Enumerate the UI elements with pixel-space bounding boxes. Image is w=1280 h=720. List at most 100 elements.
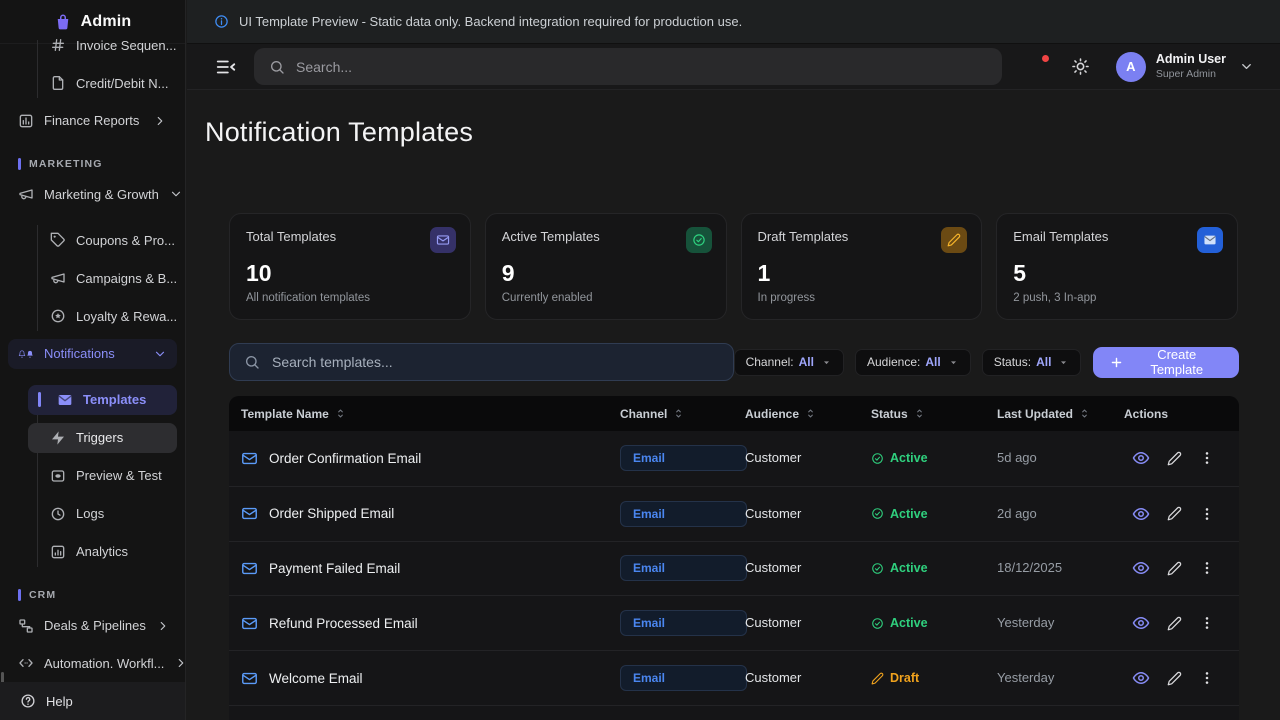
kebab-icon <box>1199 670 1215 686</box>
stat-card-subtext: Currently enabled <box>501 292 593 304</box>
notifications-button[interactable] <box>1027 54 1049 77</box>
sidebar-nav: Invoice Sequen... Credit/Debit N... Financ… <box>0 36 185 682</box>
status-label: Active <box>890 561 928 576</box>
sidebar-item-label: Automation. Workfl... <box>44 655 165 671</box>
view-button[interactable] <box>1132 559 1150 577</box>
sidebar-item-templates[interactable]: Templates <box>28 384 177 415</box>
last-updated-label: 2d ago <box>997 505 1037 521</box>
column-header-last-updated[interactable]: Last Updated <box>997 407 1124 421</box>
sidebar-item-automation-workfl[interactable]: Automation. Workfl... <box>8 648 184 678</box>
search-icon <box>269 59 285 75</box>
eye-icon <box>1132 559 1150 577</box>
chevron-down-icon <box>1239 59 1254 74</box>
edit-button[interactable] <box>1167 506 1182 521</box>
template-name-cell: Welcome Email <box>241 670 620 687</box>
stat-card-icon-chip <box>941 227 968 253</box>
more-actions-button[interactable] <box>1199 560 1215 576</box>
stat-card: Draft Templates 1 In progress <box>740 213 983 320</box>
stat-card-label: Draft Templates <box>757 229 849 244</box>
template-name: Order Shipped Email <box>269 506 395 522</box>
sidebar-subgroup: Invoice Sequen... Credit/Debit N... <box>28 36 177 102</box>
sidebar-section-header: MARKETING <box>8 157 177 170</box>
tag-icon <box>50 232 66 248</box>
banner-text: UI Template Preview - Static data only. … <box>239 14 743 29</box>
stat-card-label: Active Templates <box>501 229 600 244</box>
theme-toggle-button[interactable] <box>1071 57 1090 76</box>
kebab-icon <box>1199 615 1215 631</box>
column-header-audience[interactable]: Audience <box>745 407 871 421</box>
help-icon <box>20 693 36 709</box>
create-template-label: Create Template <box>1150 347 1204 377</box>
sidebar-item-coupons-pro[interactable]: Coupons & Pro... <box>28 225 177 255</box>
eye-icon <box>1132 614 1150 632</box>
global-search-input[interactable] <box>296 58 987 75</box>
sidebar-item-campaigns-b[interactable]: Campaigns & B... <box>28 263 177 293</box>
view-button[interactable] <box>1132 614 1150 632</box>
caret-down-icon <box>821 357 832 368</box>
sidebar-item-help[interactable]: Help <box>0 682 185 720</box>
column-header-channel[interactable]: Channel <box>620 407 745 421</box>
stat-card-subtext: In progress <box>757 292 816 304</box>
megaphone-icon <box>18 186 34 202</box>
table-row: Payment Failed Email Email Customer Active 1… <box>229 540 1239 596</box>
filter-chip-channel[interactable]: Channel: All <box>733 348 844 376</box>
page-title: Notification Templates <box>205 117 474 147</box>
user-menu[interactable]: A Admin User Super Admin <box>1115 51 1254 82</box>
more-actions-button[interactable] <box>1199 670 1215 686</box>
template-name: Order Confirmation Email <box>269 450 422 466</box>
pencil-icon <box>1167 451 1182 466</box>
more-actions-button[interactable] <box>1199 450 1215 466</box>
stat-card-value: 9 <box>501 260 515 286</box>
sidebar-collapse-button[interactable] <box>215 56 237 78</box>
template-name: Refund Processed Email <box>269 615 418 631</box>
sidebar-item-finance-reports[interactable]: Finance Reports <box>8 106 177 136</box>
last-updated-cell: 2d ago <box>997 505 1124 523</box>
global-search <box>254 48 1002 85</box>
edit-button[interactable] <box>1167 451 1182 466</box>
view-button[interactable] <box>1132 669 1150 687</box>
more-actions-button[interactable] <box>1199 615 1215 631</box>
chevron-down-icon <box>153 347 167 361</box>
template-search-input[interactable] <box>272 354 719 370</box>
filter-chip-audience[interactable]: Audience: All <box>854 348 971 376</box>
edit-button[interactable] <box>1167 616 1182 631</box>
info-icon <box>214 14 229 29</box>
column-header-status[interactable]: Status <box>871 407 997 421</box>
create-template-button[interactable]: Create Template <box>1093 346 1239 378</box>
stat-card-label: Email Templates <box>1013 229 1109 244</box>
column-header-template-name[interactable]: Template Name <box>241 407 620 421</box>
bell-icon <box>18 346 34 362</box>
status-badge: Active <box>871 451 997 465</box>
sidebar-item-deals-pipelines[interactable]: Deals & Pipelines <box>8 611 177 641</box>
stat-card-label: Total Templates <box>246 229 337 244</box>
table-row: Refund Processed Email Email Customer Activ… <box>229 595 1239 650</box>
sidebar-item-notifications[interactable]: Notifications <box>8 339 177 369</box>
app-logo[interactable]: Admin <box>0 0 185 44</box>
sidebar-item-preview-test[interactable]: Preview & Test <box>28 461 177 491</box>
sidebar-item-credit-debit-n[interactable]: Credit/Debit N... <box>28 68 177 98</box>
view-button[interactable] <box>1132 505 1150 523</box>
filter-value: All <box>925 355 941 369</box>
sidebar-item-invoice-sequen[interactable]: Invoice Sequen... <box>28 36 177 60</box>
sidebar-item-loyalty-rewa[interactable]: Loyalty & Rewa... <box>28 301 177 331</box>
channel-cell: Email <box>620 500 747 527</box>
channel-cell: Email <box>620 610 747 637</box>
sidebar-item-label: Preview & Test <box>76 468 162 484</box>
column-header-label: Status <box>871 406 908 421</box>
zap-icon <box>50 430 66 446</box>
edit-button[interactable] <box>1167 671 1182 686</box>
template-name-cell: Payment Failed Email <box>241 560 620 577</box>
more-actions-button[interactable] <box>1199 506 1215 522</box>
view-button[interactable] <box>1132 449 1150 467</box>
channel-badge-label: Email <box>633 561 666 576</box>
sidebar-item-logs[interactable]: Logs <box>28 499 177 529</box>
sidebar-item-triggers[interactable]: Triggers <box>28 422 177 453</box>
bar-chart-icon <box>18 113 34 129</box>
filter-chip-status[interactable]: Status: All <box>981 348 1082 376</box>
sidebar-item-analytics[interactable]: Analytics <box>28 537 177 567</box>
edit-button[interactable] <box>1167 561 1182 576</box>
notification-dot <box>1041 54 1049 62</box>
sidebar-item-marketing-growth[interactable]: Marketing & Growth <box>8 180 180 210</box>
pipeline-icon <box>18 618 34 634</box>
hash-icon <box>50 37 66 53</box>
